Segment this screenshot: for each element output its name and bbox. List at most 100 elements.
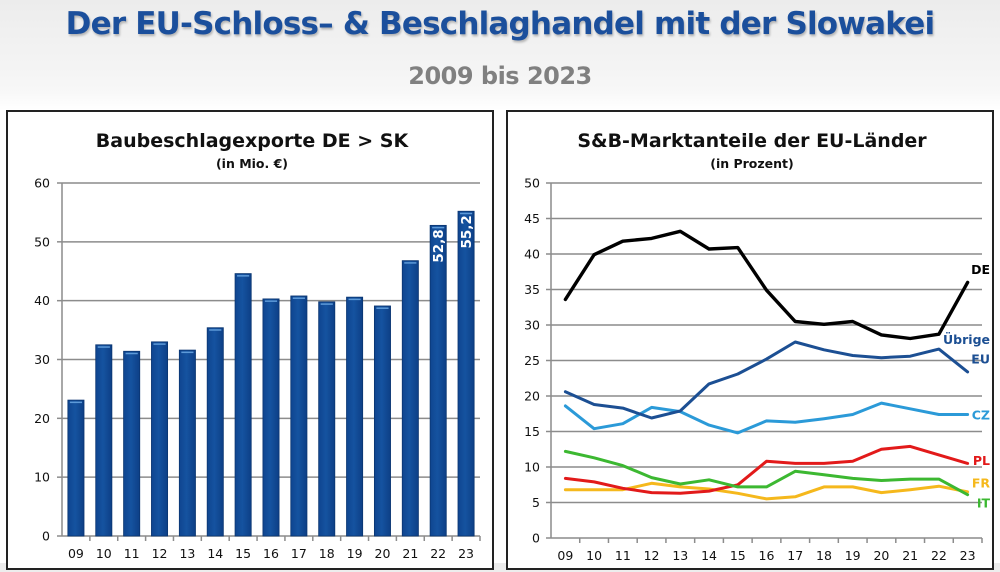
- y-tick-label: 0: [42, 529, 50, 544]
- x-tick-label: 22: [931, 548, 947, 563]
- bar: [234, 273, 252, 537]
- bar-highlight: [264, 300, 278, 302]
- bar: [151, 341, 169, 537]
- bar-highlight: [292, 297, 305, 299]
- x-tick-label: 09: [557, 548, 573, 563]
- bar: [457, 210, 475, 537]
- bar-highlight: [153, 343, 166, 345]
- series-line-it: [563, 449, 970, 497]
- y-tick-label: 30: [524, 318, 540, 333]
- bar: [95, 344, 113, 537]
- y-tick-label: 50: [524, 176, 540, 191]
- page-title: Der EU-Schloss– & Beschlaghandel mit der…: [65, 6, 935, 42]
- bar: [373, 305, 391, 537]
- bar-chart-title: Baubeschlagexporte DE > SK: [96, 130, 410, 152]
- line-chart-subtitle: (in Prozent): [710, 156, 794, 171]
- y-tick-label: 35: [524, 282, 540, 297]
- x-tick-label: 14: [701, 548, 717, 563]
- y-tick-label: 10: [524, 460, 540, 475]
- bar: [290, 295, 308, 537]
- y-tick-label: 0: [532, 531, 540, 546]
- y-tick-label: 40: [34, 293, 50, 308]
- bar: [123, 350, 141, 537]
- x-tick-label: 11: [615, 548, 631, 563]
- bar-highlight: [97, 346, 110, 348]
- x-tick-label: 23: [960, 548, 976, 563]
- data-label: 55,2: [459, 215, 475, 248]
- y-tick-label: 60: [34, 176, 50, 191]
- x-tick-label: 16: [759, 548, 775, 563]
- bar: [67, 399, 85, 537]
- x-tick-label: 23: [458, 546, 474, 561]
- x-tick-label: 20: [873, 548, 889, 563]
- series-line-pl: [563, 444, 970, 495]
- bar-chart-subtitle: (in Mio. €): [216, 156, 288, 171]
- series-line-cz: [563, 401, 970, 435]
- x-tick-label: 09: [68, 546, 84, 561]
- y-tick-label: 30: [34, 352, 50, 367]
- bar-highlight: [237, 275, 250, 277]
- y-tick-label: 40: [524, 247, 540, 262]
- bar-highlight: [459, 212, 473, 215]
- bar: [318, 301, 336, 537]
- y-tick-label: 25: [524, 353, 540, 368]
- series-line--brige-eu: [563, 340, 970, 420]
- bar-highlight: [181, 351, 194, 354]
- legend-label--brige-eu: EU: [971, 351, 990, 366]
- x-tick-label: 18: [319, 546, 335, 561]
- bar-highlight: [320, 303, 333, 305]
- x-tick-label: 16: [263, 546, 279, 561]
- x-tick-label: 18: [816, 548, 832, 563]
- x-tick-label: 14: [207, 546, 223, 561]
- legend-label--brige-eu: Übrige: [943, 332, 990, 347]
- bar: [429, 224, 447, 537]
- bar-highlight: [69, 401, 83, 404]
- y-tick-label: 10: [34, 470, 50, 485]
- x-tick-label: 13: [672, 548, 688, 563]
- legend-label-pl: PL: [973, 453, 990, 468]
- x-tick-label: 15: [235, 546, 251, 561]
- x-tick-label: 13: [179, 546, 195, 561]
- x-tick-label: 19: [845, 548, 861, 563]
- bar: [178, 349, 196, 537]
- bar-chart-panel: Baubeschlagexporte DE > SK (in Mio. €) 0…: [6, 110, 494, 570]
- bar-highlight: [125, 352, 138, 355]
- bar: [401, 260, 419, 537]
- x-tick-label: 21: [902, 548, 918, 563]
- bar-highlight: [209, 329, 222, 331]
- x-tick-label: 12: [644, 548, 660, 563]
- bar-chart: Baubeschlagexporte DE > SK (in Mio. €) 0…: [34, 130, 481, 561]
- legend-label-it: IT: [977, 496, 991, 511]
- data-label: 52,8: [431, 229, 447, 262]
- x-tick-label: 17: [291, 546, 307, 561]
- x-tick-label: 11: [124, 546, 140, 561]
- x-tick-label: 22: [430, 546, 446, 561]
- line-chart-panel: S&B-Marktanteile der EU-Länder (in Proze…: [506, 110, 994, 570]
- series-line-de: [563, 229, 970, 341]
- legend-label-fr: FR: [972, 476, 991, 491]
- y-tick-label: 50: [34, 234, 50, 249]
- y-tick-label: 20: [524, 389, 540, 404]
- bar-highlight: [376, 307, 389, 309]
- x-tick-label: 10: [96, 546, 112, 561]
- y-tick-label: 45: [524, 211, 540, 226]
- x-tick-label: 12: [152, 546, 168, 561]
- bar-highlight: [348, 298, 361, 301]
- x-tick-label: 20: [375, 546, 391, 561]
- bar: [206, 327, 224, 537]
- bar-highlight: [432, 226, 445, 229]
- bar: [262, 298, 280, 537]
- line-chart: S&B-Marktanteile der EU-Länder (in Proze…: [524, 130, 991, 563]
- x-tick-label: 19: [347, 546, 363, 561]
- y-tick-label: 5: [532, 495, 540, 510]
- x-tick-label: 15: [730, 548, 746, 563]
- line-chart-title: S&B-Marktanteile der EU-Länder: [577, 130, 927, 152]
- y-tick-label: 20: [34, 411, 50, 426]
- x-tick-label: 10: [586, 548, 602, 563]
- legend-label-de: DE: [971, 262, 990, 277]
- x-tick-label: 17: [787, 548, 803, 563]
- page-subtitle: 2009 bis 2023: [408, 62, 592, 90]
- x-tick-label: 21: [402, 546, 418, 561]
- y-tick-label: 15: [524, 424, 540, 439]
- legend-label-cz: CZ: [972, 407, 990, 422]
